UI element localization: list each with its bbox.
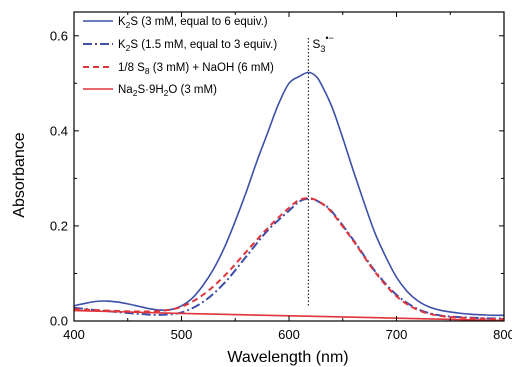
annotation-layer: S3•−: [307, 33, 334, 307]
legend-entry: 1/8 S8 (3 mM) + NaOH (6 mM): [118, 62, 274, 76]
y-tick-label: 0.2: [50, 218, 68, 233]
legend-entry: Na2S·9H2O (3 mM): [118, 84, 217, 98]
x-tick-label: 600: [278, 327, 300, 342]
y-tick-label: 0.4: [50, 123, 68, 138]
annotation-label: S3•−: [312, 33, 333, 54]
axes-layer: 400 500 600 700 800 0.0 0.2 0.4 0.6: [50, 11, 512, 342]
legend-entry: K2S (1.5 mM, equal to 3 equiv.): [118, 39, 277, 53]
legend: K2S (3 mM, equal to 6 equiv.) K2S (1.5 mM…: [83, 16, 277, 98]
series-na2s-line: [73, 309, 505, 322]
legend-entry: K2S (3 mM, equal to 6 equiv.): [118, 16, 268, 30]
series-layer: [73, 71, 505, 322]
series-s8-naoh-line: [73, 197, 505, 321]
y-axis-title: Absorbance: [11, 132, 28, 217]
x-tick-label: 500: [171, 327, 193, 342]
x-axis-title: Wavelength (nm): [227, 349, 348, 366]
y-tick-label: 0.6: [50, 28, 68, 43]
x-tick-label: 800: [493, 327, 512, 342]
series-k2s-1p5mm-line: [73, 197, 505, 320]
series-k2s-3mm-line: [73, 71, 505, 317]
x-tick-label: 700: [386, 327, 408, 342]
y-tick-label: 0.0: [50, 314, 68, 329]
plot-frame: [73, 11, 505, 322]
x-tick-label: 400: [63, 327, 85, 342]
